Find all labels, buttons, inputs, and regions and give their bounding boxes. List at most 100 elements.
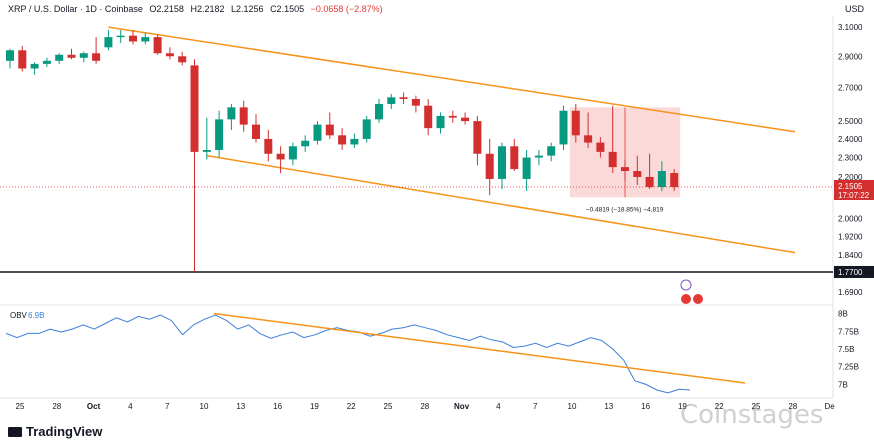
time-tick-label: 4 bbox=[128, 402, 133, 411]
watermark-text: Coinstages bbox=[680, 400, 824, 430]
time-tick-label: 10 bbox=[200, 402, 209, 411]
time-tick-label: 25 bbox=[16, 402, 25, 411]
candle-body bbox=[42, 60, 51, 64]
candle-body bbox=[448, 115, 457, 118]
event-flash-icon bbox=[680, 279, 692, 291]
time-tick-label: 25 bbox=[384, 402, 393, 411]
currency-label: USD bbox=[844, 4, 864, 14]
candle-body bbox=[79, 53, 88, 58]
candle-body bbox=[30, 63, 39, 69]
candle-body bbox=[202, 150, 211, 152]
candle-body bbox=[55, 54, 64, 61]
candle-body bbox=[498, 146, 506, 179]
open-value: O2.2158 bbox=[149, 4, 184, 14]
candle-body bbox=[215, 119, 224, 151]
time-tick-label: De bbox=[824, 402, 835, 411]
candle-body bbox=[485, 153, 494, 179]
price-tick-label: 2.7000 bbox=[838, 83, 863, 92]
time-tick-label: 16 bbox=[273, 402, 282, 411]
candle-body bbox=[141, 37, 150, 42]
candle-body bbox=[657, 171, 666, 188]
price-tick-label: 2.2000 bbox=[838, 173, 863, 182]
price-tick-label: 2.9000 bbox=[838, 52, 863, 61]
low-value: L2.1256 bbox=[231, 4, 264, 14]
support-price-box bbox=[834, 265, 874, 278]
time-tick-label: 28 bbox=[52, 402, 61, 411]
obv-tick-label: 7.5B bbox=[838, 345, 854, 354]
candle-body bbox=[411, 98, 420, 106]
candle-body bbox=[584, 135, 593, 143]
obv-tick-label: 7.25B bbox=[838, 363, 859, 372]
event-flag-icon bbox=[681, 294, 691, 304]
support-price-label: 1.7700 bbox=[838, 268, 863, 277]
candle-body bbox=[510, 146, 519, 170]
candle-body bbox=[571, 110, 580, 136]
candle-body bbox=[461, 117, 470, 122]
price-tick-label: 1.9200 bbox=[838, 232, 863, 241]
tradingview-logo-icon bbox=[8, 426, 22, 437]
candle-body bbox=[239, 107, 248, 125]
obv-tick-label: 7B bbox=[838, 380, 848, 389]
time-tick-label: 28 bbox=[788, 402, 797, 411]
candle-body bbox=[104, 37, 113, 48]
candle-body bbox=[596, 142, 605, 152]
candle-body bbox=[276, 153, 285, 160]
obv-value-label: 6.9B bbox=[28, 311, 44, 320]
last-price-box bbox=[834, 180, 874, 201]
candle-body bbox=[670, 173, 679, 188]
candle-body bbox=[116, 35, 125, 38]
time-tick-label: Oct bbox=[87, 402, 101, 411]
candle-body bbox=[608, 151, 617, 168]
time-tick-label: 25 bbox=[752, 402, 761, 411]
time-tick-label: 7 bbox=[165, 402, 170, 411]
obv-title: OBV bbox=[10, 311, 28, 320]
channel-lower-line bbox=[206, 154, 796, 254]
last-price-label: 2.1505 bbox=[838, 182, 863, 191]
time-tick-label: 28 bbox=[420, 402, 429, 411]
candle-body bbox=[301, 140, 310, 147]
price-tick-label: 2.0000 bbox=[838, 215, 863, 224]
time-tick-label: 19 bbox=[678, 402, 687, 411]
price-tick-label: 2.5000 bbox=[838, 117, 863, 126]
symbol-label: XRP / U.S. Dollar · 1D · Coinbase bbox=[8, 4, 143, 14]
price-tick-label: 2.4000 bbox=[838, 135, 863, 144]
channel-upper-line bbox=[108, 26, 796, 133]
close-value: C2.1505 bbox=[270, 4, 305, 14]
time-tick-label: 13 bbox=[236, 402, 245, 411]
candle-body bbox=[375, 103, 383, 120]
obv-line bbox=[5, 314, 691, 394]
candle-body bbox=[165, 53, 174, 57]
candle-body bbox=[338, 135, 347, 145]
obv-trend-line bbox=[213, 312, 746, 384]
candle-body bbox=[399, 97, 408, 99]
price-tick-label: 1.6900 bbox=[838, 288, 863, 297]
candle-body bbox=[559, 110, 568, 145]
countdown-label: 17:07:22 bbox=[838, 191, 870, 200]
candle-body bbox=[252, 124, 260, 139]
candle-body bbox=[313, 124, 322, 141]
price-tick-label: 2.3000 bbox=[838, 154, 863, 163]
obv-tick-label: 8B bbox=[838, 310, 848, 319]
candle-body bbox=[288, 146, 297, 160]
time-tick-label: 10 bbox=[568, 402, 577, 411]
candle-body bbox=[92, 53, 101, 61]
obv-tick-label: 7.75B bbox=[838, 327, 859, 336]
change-value: −0.0658 (−2.87%) bbox=[310, 4, 383, 14]
time-tick-label: 22 bbox=[347, 402, 356, 411]
tradingview-brand: TradingView bbox=[8, 424, 102, 439]
candle-body bbox=[522, 157, 531, 179]
candle-body bbox=[190, 65, 199, 152]
price-tick-label: 1.8400 bbox=[838, 251, 863, 260]
candle-body bbox=[547, 146, 556, 156]
candle-body bbox=[633, 171, 642, 177]
time-tick-label: 16 bbox=[641, 402, 650, 411]
time-tick-label: 13 bbox=[604, 402, 613, 411]
candle-body bbox=[67, 54, 76, 58]
candle-body bbox=[387, 97, 396, 104]
candle-body bbox=[227, 107, 236, 120]
time-tick-label: 7 bbox=[533, 402, 538, 411]
candle-body bbox=[621, 167, 629, 172]
time-tick-label: 19 bbox=[310, 402, 319, 411]
measure-label: −0.4819 (−18.85%) −4,819 bbox=[586, 206, 664, 213]
